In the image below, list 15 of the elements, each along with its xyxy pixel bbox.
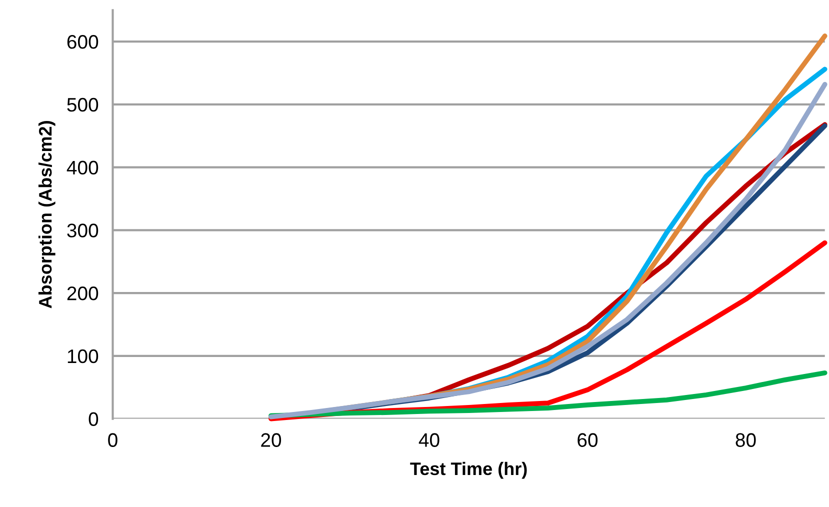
y-tick-label: 600 [67, 35, 98, 49]
x-axis-title: Test Time (hr) [410, 462, 527, 479]
y-tick-label: 500 [67, 98, 98, 112]
y-axis-title: Absorption (Abs/cm2) [38, 121, 56, 308]
x-tick-label: 0 [108, 433, 118, 447]
line-series [268, 370, 828, 418]
y-tick-label: 300 [67, 224, 98, 238]
y-tick-label: 100 [68, 349, 98, 364]
x-tick-label: 60 [578, 433, 598, 447]
y-tick-label: 0 [88, 412, 98, 426]
y-tick-label: 400 [66, 160, 98, 175]
x-tick-label: 80 [736, 433, 756, 447]
x-tick-label: 20 [261, 433, 282, 447]
y-tick-label: 200 [67, 286, 98, 300]
x-tick-label: 40 [418, 433, 440, 447]
